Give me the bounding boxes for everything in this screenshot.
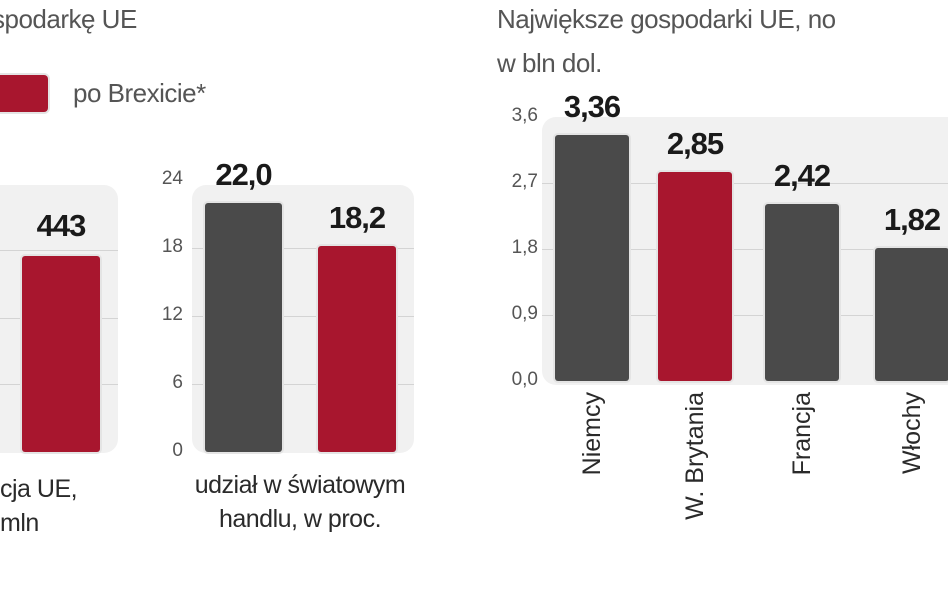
chart2-caption-line1: udział w światowym [194,471,406,499]
chart2-ytick: 24 [161,168,183,189]
chart3-ytick: 2,7 [511,171,538,192]
chart1-gridline [0,250,118,251]
chart3-bar [765,203,839,381]
chart3-gridline [542,315,948,316]
chart3-category-label: Niemcy [578,392,606,476]
chart3-bar [555,134,629,381]
chart2-bar [318,245,396,452]
chart3-value-label: 1,82 [883,201,941,237]
chart3-gridline [542,183,948,184]
chart3-ytick: 0,0 [511,369,538,390]
chart3-bar [658,172,732,381]
chart2-gridline [192,248,414,249]
chart3-category-label: W. Brytania [681,392,709,520]
chart3-category-label: Francja [788,392,816,476]
legend-label-after: po Brexicie* [73,78,206,108]
chart3-value-label: 3,36 [563,88,621,124]
chart2-value-label: 22,0 [215,156,272,192]
chart2-ytick: 12 [161,304,183,325]
chart3-gridline [542,249,948,250]
chart1-value-label: 443 [36,208,87,243]
chart3-category-label: Włochy [898,392,926,474]
legend-swatch-after [0,75,48,112]
chart2-value-label: 18,2 [328,199,386,235]
chart3-ytick: 1,8 [511,237,538,258]
chart1-caption-line1: cja UE, [0,475,78,503]
chart1-caption-line2: mln [0,509,39,537]
chart3-value-label: 2,42 [773,157,831,193]
chart2-ytick: 6 [172,372,183,393]
chart3-ytick: 3,6 [511,105,538,126]
chart2-ytick: 0 [172,440,183,461]
right-title: Największe gospodarki UE, no [497,4,836,34]
left-title: spodarkę UE [0,4,137,34]
chart2-caption-line2: handlu, w proc. [218,505,382,533]
right-subtitle: w bln dol. [497,48,602,78]
chart2-gridline [192,316,414,317]
chart3-value-label: 2,85 [666,126,724,161]
chart1-bar-after [22,256,100,452]
chart2-gridline [192,384,414,385]
chart3-bar [875,247,948,381]
chart3-ytick: 0,9 [511,303,538,324]
chart2-ytick: 18 [161,236,183,257]
chart2-bar [205,202,282,452]
